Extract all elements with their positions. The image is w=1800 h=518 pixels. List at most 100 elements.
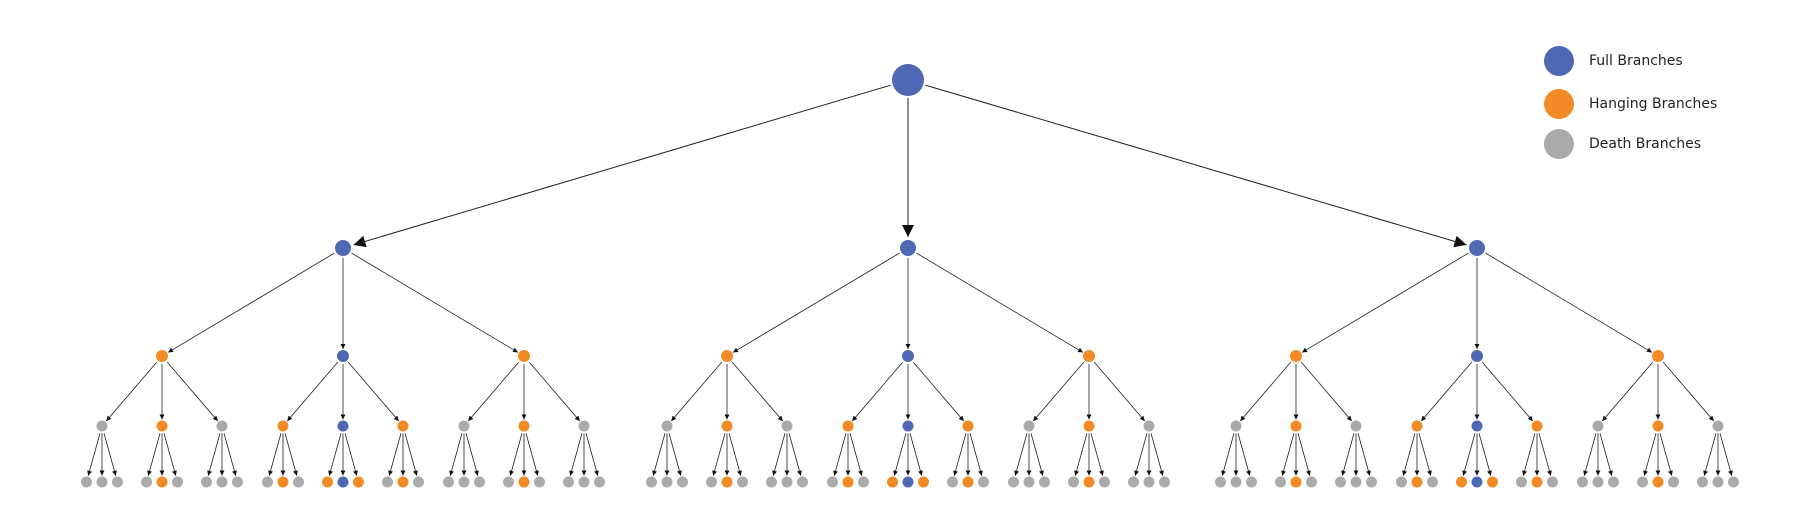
death-branch-node [827,476,838,488]
legend-label: Full Branches [1589,53,1683,69]
death-branch-node [1350,476,1362,488]
death-branch-node [413,476,424,488]
edge [525,433,539,476]
hanging-branch-node [397,476,409,488]
edge [1301,252,1469,353]
edge [849,433,863,476]
edge [284,433,298,476]
hanging-branch-node [1083,476,1095,488]
death-branch-node [1728,476,1739,488]
death-branch-node [1396,476,1407,488]
death-branch-node [563,476,574,488]
death-branch-node [1023,476,1035,488]
edge [1014,433,1028,476]
death-branch-node [1159,476,1170,488]
hanging-branch-node [1531,476,1543,488]
death-branch-node [201,476,212,488]
hanging-branch-node [1083,350,1095,362]
edge [1341,433,1355,476]
death-branch-node [1039,476,1050,488]
legend-swatch-death [1544,129,1574,159]
edge [467,361,520,422]
edge [1478,433,1492,476]
death-branch-node [1697,476,1708,488]
death-branch-node [1068,476,1079,488]
death-branch-node [96,476,108,488]
legend: Full Branches Hanging Branches Death Bra… [1544,46,1717,159]
death-branch-node [578,476,590,488]
edge [147,433,161,476]
death-branch-node [766,476,777,488]
death-branch-node [112,476,123,488]
edge [668,433,682,476]
edge [1662,361,1715,422]
full-branch-node [337,420,349,432]
death-branch-node [1577,476,1588,488]
edge [851,361,904,422]
edge [1134,433,1148,476]
death-branch-node [232,476,243,488]
edge [449,433,463,476]
hanging-branch-node [1290,420,1302,432]
hanging-branch-node [353,476,364,488]
death-branch-node [503,476,514,488]
death-branch-node [1215,476,1226,488]
death-branch-node [81,476,92,488]
full-branch-node [1471,350,1483,362]
death-branch-node [1427,476,1438,488]
death-branch-node [1275,476,1286,488]
full-branch-node [902,350,914,362]
edge [1583,433,1597,476]
hanging-branch-node [721,420,733,432]
death-branch-node [262,476,273,488]
edge [1719,433,1733,476]
hanging-branch-node [397,420,409,432]
death-branch-node [1246,476,1257,488]
death-branch-node [216,420,228,432]
edge [1420,361,1473,422]
edge [1093,361,1146,422]
hanging-branch-node [1531,420,1543,432]
death-branch-node [1143,420,1155,432]
legend-swatch-full [1544,46,1574,76]
hanging-branch-node [1456,476,1467,488]
hanging-branch-node [1652,350,1664,362]
edge [353,84,891,248]
edge [893,433,907,476]
edges [87,84,1733,476]
edge [465,433,479,476]
death-branch-node [1306,476,1317,488]
edge [1030,433,1044,476]
legend-swatch-hanging [1544,89,1574,119]
edge [404,433,418,476]
edge [166,361,219,422]
hanging-branch-node [1411,420,1423,432]
edge [1599,433,1613,476]
hanging-branch-node [962,476,974,488]
death-branch-node [947,476,958,488]
edge [1522,433,1536,476]
edge [207,433,221,476]
edge [969,433,983,476]
hanging-branch-node [721,350,733,362]
edge [569,433,583,476]
death-branch-node [978,476,989,488]
hanging-branch-node [1652,476,1664,488]
hanging-branch-node [1411,476,1423,488]
edge [1703,433,1717,476]
edge [953,433,967,476]
death-branch-node [293,476,304,488]
death-branch-node [458,420,470,432]
death-branch-node [96,420,108,432]
death-branch-node [737,476,748,488]
edge [833,433,847,476]
edge [528,361,581,422]
death-branch-node [1335,476,1346,488]
death-branch-node [1592,476,1604,488]
edge [925,84,1467,248]
death-branch-node [706,476,717,488]
death-branch-node [1592,420,1604,432]
death-branch-node [443,476,454,488]
